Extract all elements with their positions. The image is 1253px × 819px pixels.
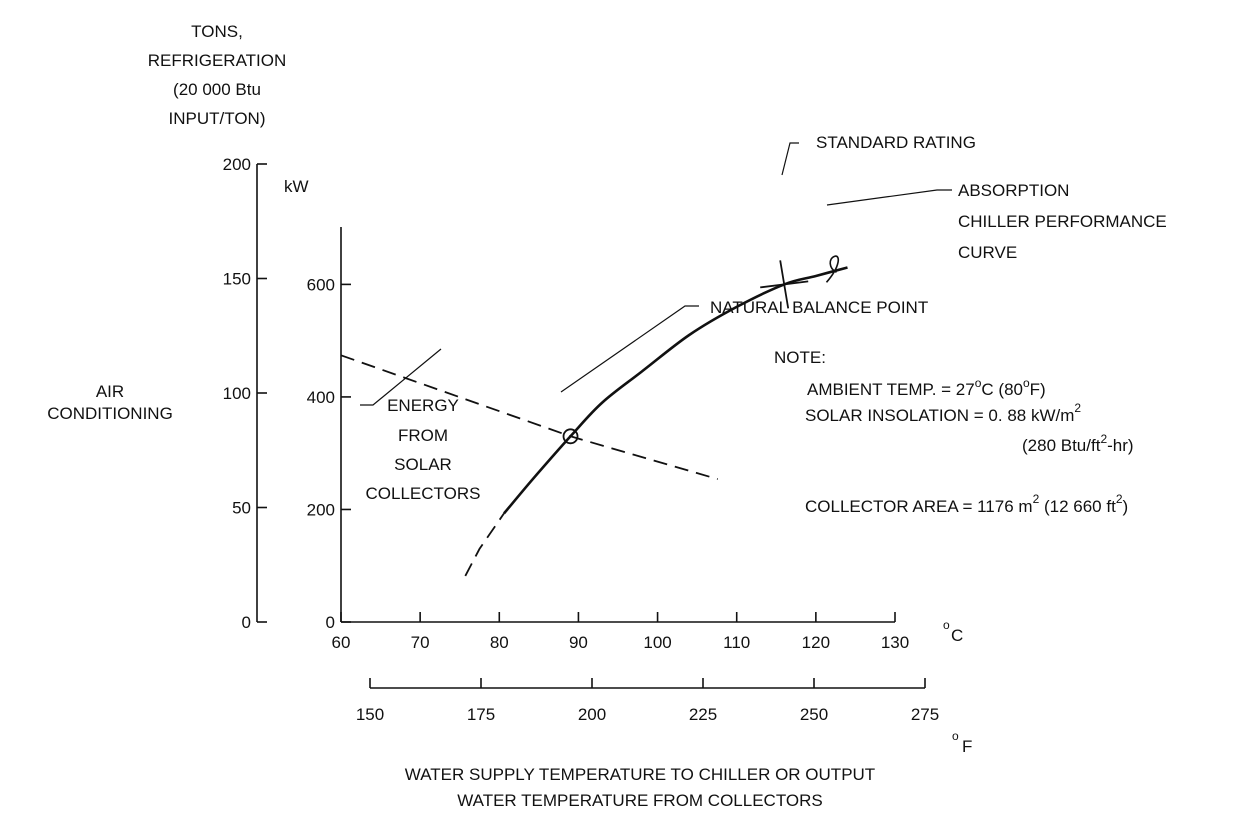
standard-rating-marker-horizontal [760,280,809,289]
tons-axis-title-line-2: REFRIGERATION [148,51,287,70]
curve-end-marker [825,255,840,283]
tons-axis: TONS, REFRIGERATION (20 000 Btu INPUT/TO… [148,22,287,632]
fahrenheit-axis-ticks: 150 175 200 225 250 275 [356,678,939,724]
tons-axis-title-line-4: INPUT/TON) [169,109,266,128]
kw-axis: kW 0 200 400 600 [284,177,351,632]
fahrenheit-tick-label: 225 [689,705,717,724]
fahrenheit-tick-label: 150 [356,705,384,724]
kw-tick-label: 600 [307,275,335,294]
kw-axis-unit: kW [284,177,309,196]
note-ambient: AMBIENT TEMP. = 27oC (80oF) [807,376,1046,399]
plot-series [340,266,848,577]
energy-label-line-1: ENERGY [387,396,459,415]
celsius-axis-ticks: 60 70 80 90 100 110 120 130 [332,612,909,652]
celsius-degree-mark: o [943,618,950,632]
chiller-performance-curve [503,266,848,515]
fahrenheit-axis-unit: F [962,737,972,756]
solar-energy-line [340,354,718,480]
standard-rating-label: STANDARD RATING [816,133,976,152]
note-insolation: SOLAR INSOLATION = 0. 88 kW/m2 [805,401,1081,425]
plot-markers [562,255,840,445]
energy-label-line-3: SOLAR [394,455,452,474]
energy-label-line-4: COLLECTORS [366,484,481,503]
kw-axis-ticks: 0 200 400 600 [307,275,351,632]
xlabel-line-2: WATER TEMPERATURE FROM COLLECTORS [457,791,823,810]
celsius-tick-label: 70 [411,633,430,652]
ylabel-line-2: CONDITIONING [47,404,173,423]
xlabel-line-1: WATER SUPPLY TEMPERATURE TO CHILLER OR O… [405,765,875,784]
fahrenheit-tick-label: 250 [800,705,828,724]
note-block: NOTE: AMBIENT TEMP. = 27oC (80oF) SOLAR … [774,348,1134,516]
note-title: NOTE: [774,348,826,367]
ylabel-line-1: AIR [96,382,124,401]
tons-tick-label: 100 [223,384,251,403]
note-collector-area: COLLECTOR AREA = 1176 m2 (12 660 ft2) [805,492,1128,516]
chiller-curve-extrapolation [464,512,505,577]
celsius-tick-label: 120 [802,633,830,652]
energy-label-line-2: FROM [398,426,448,445]
kw-tick-label: 400 [307,388,335,407]
chiller-curve-label-line-1: ABSORPTION [958,181,1069,200]
celsius-tick-label: 90 [569,633,588,652]
balance-point-marker [562,428,579,445]
note-insolation-alt: (280 Btu/ft2-hr) [1022,432,1134,455]
tons-axis-ticks: 0 50 100 150 200 [223,155,267,632]
kw-tick-label: 0 [326,613,335,632]
celsius-axis-unit: C [951,626,963,645]
tons-tick-label: 200 [223,155,251,174]
tons-tick-label: 0 [242,613,251,632]
tons-tick-label: 150 [223,270,251,289]
balance-point-leader [560,305,699,393]
celsius-tick-label: 80 [490,633,509,652]
tons-axis-title-line-1: TONS, [191,22,243,41]
chiller-curve-label-line-3: CURVE [958,243,1017,262]
celsius-tick-label: 60 [332,633,351,652]
celsius-axis: 60 70 80 90 100 110 120 130 o C [332,612,963,652]
balance-point-label: NATURAL BALANCE POINT [710,298,928,317]
fahrenheit-tick-label: 175 [467,705,495,724]
tons-axis-title-line-3: (20 000 Btu [173,80,261,99]
standard-rating-leader [781,142,799,176]
celsius-tick-label: 100 [643,633,671,652]
celsius-tick-label: 130 [881,633,909,652]
chiller-curve-leader [826,189,952,206]
fahrenheit-degree-mark: o [952,729,959,743]
kw-tick-label: 200 [307,500,335,519]
fahrenheit-axis: 150 175 200 225 250 275 o F [356,678,972,756]
fahrenheit-tick-label: 275 [911,705,939,724]
celsius-tick-label: 110 [723,633,750,652]
fahrenheit-tick-label: 200 [578,705,606,724]
tons-tick-label: 50 [232,499,251,518]
chiller-curve-label-line-2: CHILLER PERFORMANCE [958,212,1167,231]
energy-leader [360,348,442,406]
